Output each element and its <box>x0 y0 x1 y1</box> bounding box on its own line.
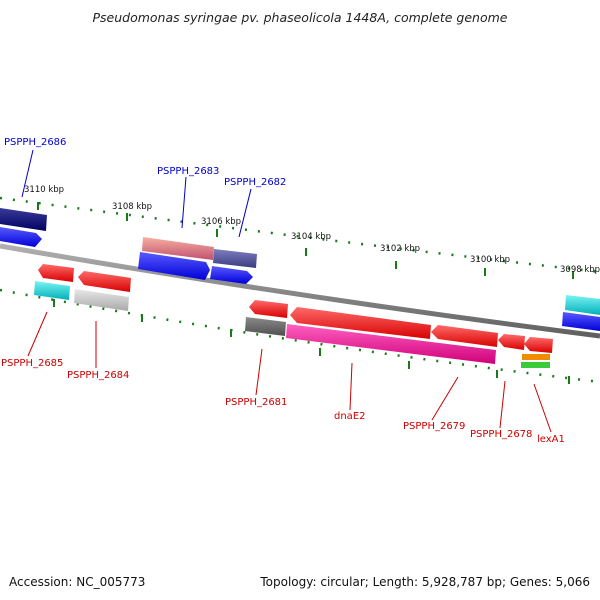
gene-block-orange[interactable] <box>522 354 550 360</box>
label-leaders <box>21 149 552 433</box>
leader-2678 <box>499 380 506 429</box>
gene-arrow-2681-gray[interactable] <box>245 317 286 336</box>
gene-label-2678[interactable]: PSPPH_2678 <box>470 429 532 440</box>
leader-2685 <box>27 311 48 357</box>
forward-gene-labels: PSPPH_2686 PSPPH_2683 PSPPH_2682 <box>4 137 286 188</box>
scale-label-3106: 3106 kbp <box>201 217 241 227</box>
leader-2681 <box>255 348 263 396</box>
gene-arrow-2686[interactable] <box>0 227 42 247</box>
reverse-genes <box>34 264 553 368</box>
accession-text: Accession: NC_005773 <box>9 575 145 589</box>
gene-label-2681[interactable]: PSPPH_2681 <box>225 397 287 408</box>
leader-2686 <box>21 149 34 198</box>
forward-genes <box>0 208 600 331</box>
gene-arrow-2683[interactable] <box>138 252 210 280</box>
scale-label-3098: 3098 kbp <box>560 265 600 275</box>
gene-arrow-2677[interactable] <box>562 312 600 331</box>
gene-arrow-2681[interactable] <box>249 300 288 318</box>
scale-label-3110: 3110 kbp <box>24 185 64 195</box>
gene-arrow-dnaE2[interactable] <box>290 307 431 339</box>
scale-labels: 3110 kbp 3108 kbp 3106 kbp 3104 kbp 3102… <box>24 185 600 275</box>
gene-arrow-2684[interactable] <box>78 271 131 292</box>
gene-label-2684[interactable]: PSPPH_2684 <box>67 370 129 381</box>
gene-arrow-2677-cyan[interactable] <box>565 295 600 315</box>
gene-arrow-dnaE2-pink[interactable] <box>286 324 496 364</box>
gene-arrow-lexA1[interactable] <box>524 337 553 353</box>
gene-arrow-2678[interactable] <box>498 334 525 350</box>
gene-label-2683[interactable]: PSPPH_2683 <box>157 166 219 177</box>
genome-title: Pseudomonas syringae pv. phaseolicola 14… <box>92 10 507 25</box>
gene-label-2685[interactable]: PSPPH_2685 <box>1 358 63 369</box>
reverse-gene-labels: PSPPH_2685 PSPPH_2684 PSPPH_2681 dnaE2 P… <box>1 358 565 445</box>
leader-lexA1 <box>533 383 552 433</box>
gene-arrow-2682-slate[interactable] <box>213 249 257 268</box>
gene-arrow-2684-silver[interactable] <box>74 289 129 311</box>
gene-arrow-2687[interactable] <box>0 208 47 231</box>
gene-label-lexA1[interactable]: lexA1 <box>537 434 565 445</box>
gene-block-green[interactable] <box>521 362 550 368</box>
leader-2682 <box>238 188 252 238</box>
gene-arrow-2685-cyan[interactable] <box>34 281 70 300</box>
leader-dnaE2 <box>349 362 353 411</box>
scale-label-3100: 3100 kbp <box>470 255 510 265</box>
lower-major-ticks <box>53 299 570 384</box>
gene-label-2679[interactable]: PSPPH_2679 <box>403 421 465 432</box>
genome-summary-text: Topology: circular; Length: 5,928,787 bp… <box>259 575 590 589</box>
genome-backbone <box>0 243 600 339</box>
gene-arrow-2682[interactable] <box>210 266 253 284</box>
leader-2679 <box>431 376 459 421</box>
gene-arrow-2683-salmon[interactable] <box>142 237 214 260</box>
gene-arrow-2685[interactable] <box>38 264 74 282</box>
gene-label-dnaE2[interactable]: dnaE2 <box>334 411 366 422</box>
scale-label-3108: 3108 kbp <box>112 202 152 212</box>
leader-2683 <box>181 176 187 229</box>
gene-label-2682[interactable]: PSPPH_2682 <box>224 177 286 188</box>
upper-major-ticks <box>37 202 574 279</box>
gene-label-2686[interactable]: PSPPH_2686 <box>4 137 66 148</box>
gene-arrow-2679[interactable] <box>431 325 498 347</box>
scale-label-3104: 3104 kbp <box>291 232 331 242</box>
scale-label-3102: 3102 kbp <box>380 244 420 254</box>
